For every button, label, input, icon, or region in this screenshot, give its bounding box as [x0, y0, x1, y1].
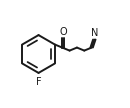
Text: F: F — [36, 77, 41, 87]
Text: O: O — [60, 27, 67, 37]
Text: N: N — [91, 28, 98, 38]
